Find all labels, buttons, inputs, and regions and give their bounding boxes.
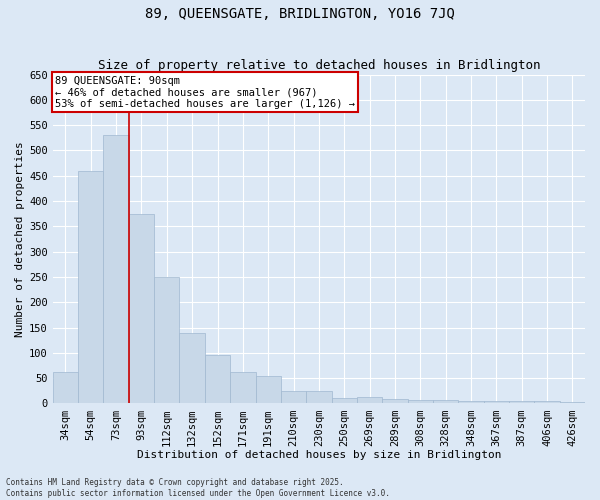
Bar [53,372,78,404]
Title: Size of property relative to detached houses in Bridlington: Size of property relative to detached ho… [98,59,540,72]
Text: 89 QUEENSGATE: 90sqm
← 46% of detached houses are smaller (967)
53% of semi-deta: 89 QUEENSGATE: 90sqm ← 46% of detached h… [55,76,355,109]
Bar [306,391,332,404]
Bar [129,214,154,404]
X-axis label: Distribution of detached houses by size in Bridlington: Distribution of detached houses by size … [137,450,501,460]
Bar [560,402,585,404]
Bar [382,400,407,404]
Bar [357,398,382,404]
Bar [407,400,433,404]
Bar [458,401,484,404]
Text: Contains HM Land Registry data © Crown copyright and database right 2025.
Contai: Contains HM Land Registry data © Crown c… [6,478,390,498]
Bar [78,170,103,404]
Bar [230,372,256,404]
Bar [281,391,306,404]
Bar [535,402,560,404]
Y-axis label: Number of detached properties: Number of detached properties [15,141,25,337]
Bar [205,356,230,404]
Bar [103,136,129,404]
Bar [154,277,179,404]
Bar [433,400,458,404]
Bar [179,332,205,404]
Text: 89, QUEENSGATE, BRIDLINGTON, YO16 7JQ: 89, QUEENSGATE, BRIDLINGTON, YO16 7JQ [145,8,455,22]
Bar [509,401,535,404]
Bar [256,376,281,404]
Bar [332,398,357,404]
Bar [484,402,509,404]
